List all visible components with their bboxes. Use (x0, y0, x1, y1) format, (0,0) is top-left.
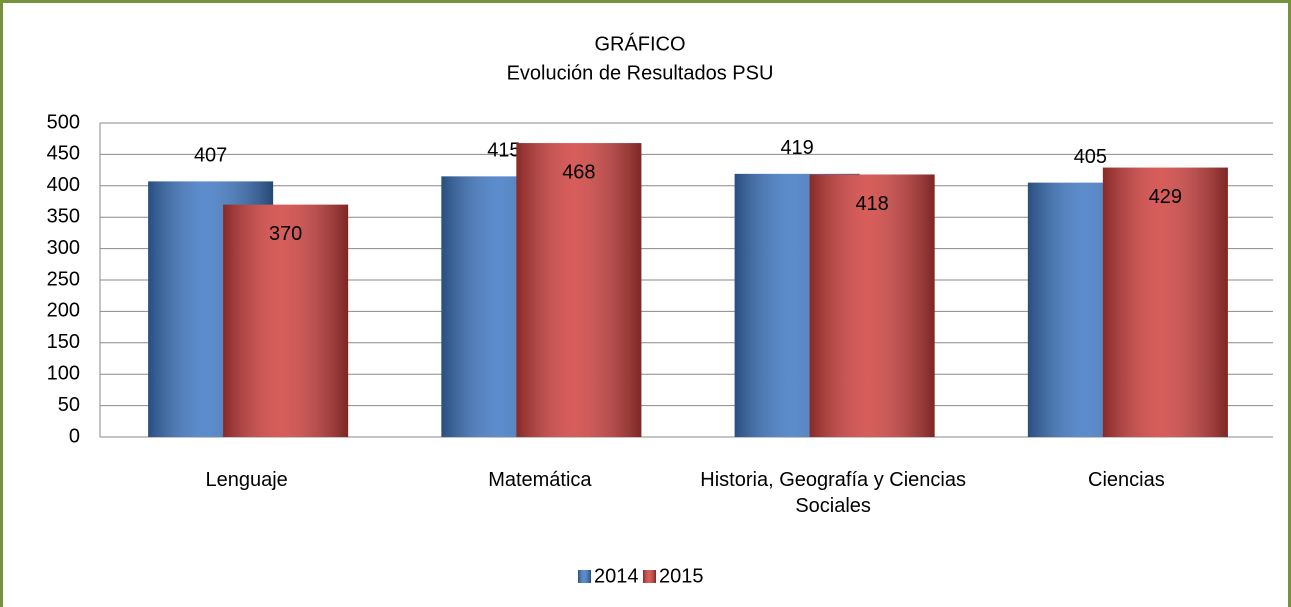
legend-label: 2015 (659, 565, 704, 587)
bar-shade (809, 174, 935, 437)
chart-title: GRÁFICO (594, 32, 685, 55)
data-label: 415 (487, 140, 520, 162)
data-label: 429 (1149, 186, 1182, 208)
y-tick-label: 200 (47, 300, 80, 322)
bar-shade (1102, 167, 1228, 437)
y-tick-label: 400 (47, 174, 80, 196)
chart-subtitle: Evolución de Resultados PSU (507, 62, 774, 84)
y-tick-label: 0 (69, 425, 80, 447)
data-label: 418 (855, 193, 888, 215)
data-label: 419 (780, 137, 813, 159)
y-tick-label: 350 (47, 205, 80, 227)
data-label: 370 (269, 223, 302, 245)
bar-shade (516, 143, 642, 437)
y-tick-label: 250 (47, 268, 80, 290)
y-tick-label: 300 (47, 237, 80, 259)
legend-swatch-shade (643, 570, 656, 583)
y-tick-label: 150 (47, 331, 80, 353)
x-tick-label: Ciencias (1088, 469, 1165, 491)
x-tick-label: Lenguaje (205, 469, 288, 491)
y-tick-label: 50 (58, 394, 80, 416)
legend-swatch-shade (578, 570, 591, 583)
x-tick-label: Matemática (488, 469, 592, 491)
data-label: 407 (194, 145, 227, 167)
data-label: 405 (1074, 146, 1107, 168)
y-tick-label: 450 (47, 143, 80, 165)
legend-label: 2014 (594, 565, 639, 587)
y-tick-label: 100 (47, 362, 80, 384)
y-tick-label: 500 (47, 111, 80, 133)
x-tick-label: Historia, Geografía y Ciencias Sociales (700, 469, 966, 517)
data-label: 468 (562, 161, 595, 183)
bar-shade (223, 204, 349, 437)
